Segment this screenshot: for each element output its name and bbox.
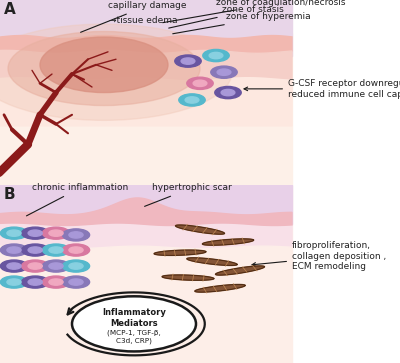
Circle shape — [42, 244, 70, 256]
Circle shape — [0, 244, 28, 256]
Polygon shape — [162, 275, 214, 280]
Circle shape — [69, 247, 83, 253]
Polygon shape — [202, 239, 254, 245]
Circle shape — [49, 247, 63, 253]
Bar — [0, 185, 292, 363]
Circle shape — [69, 263, 83, 269]
Polygon shape — [0, 36, 292, 53]
Circle shape — [42, 227, 70, 239]
Circle shape — [221, 89, 235, 96]
Polygon shape — [195, 285, 245, 292]
Ellipse shape — [40, 37, 168, 93]
Circle shape — [28, 230, 42, 236]
Text: (MCP-1, TGF-β,
C3d, CRP): (MCP-1, TGF-β, C3d, CRP) — [107, 329, 161, 343]
Circle shape — [7, 263, 21, 269]
Circle shape — [28, 279, 42, 285]
Polygon shape — [176, 225, 224, 234]
Circle shape — [7, 230, 21, 236]
Circle shape — [49, 230, 63, 236]
Text: fibroproliferation,
collagen deposition ,
ECM remodeling: fibroproliferation, collagen deposition … — [252, 241, 386, 271]
Ellipse shape — [8, 32, 200, 106]
Circle shape — [209, 52, 223, 59]
Circle shape — [203, 49, 229, 62]
Polygon shape — [0, 246, 292, 310]
Circle shape — [181, 58, 195, 64]
Circle shape — [211, 66, 237, 78]
Text: B: B — [4, 187, 16, 202]
Circle shape — [187, 77, 213, 89]
Text: zone of hyperemia: zone of hyperemia — [173, 12, 311, 34]
Circle shape — [215, 86, 241, 99]
Circle shape — [22, 244, 49, 256]
Circle shape — [62, 244, 90, 256]
Circle shape — [62, 260, 90, 272]
Circle shape — [175, 55, 201, 67]
Circle shape — [69, 232, 83, 238]
Circle shape — [62, 229, 90, 241]
Polygon shape — [154, 250, 206, 256]
Polygon shape — [0, 76, 292, 126]
Text: hypertrophic scar: hypertrophic scar — [144, 183, 232, 206]
Circle shape — [7, 247, 21, 253]
Polygon shape — [0, 50, 292, 79]
Circle shape — [0, 260, 28, 272]
Polygon shape — [216, 266, 264, 275]
Polygon shape — [0, 198, 292, 225]
Circle shape — [0, 276, 28, 288]
Text: →tissue edema: →tissue edema — [109, 16, 177, 25]
Circle shape — [49, 279, 63, 285]
Circle shape — [179, 94, 205, 106]
Circle shape — [28, 263, 42, 269]
Bar — [0, 0, 292, 56]
Text: Inflammatory
Mediators: Inflammatory Mediators — [102, 307, 166, 328]
Text: G-CSF receptor downregulation;
reduced immune cell capacity: G-CSF receptor downregulation; reduced i… — [244, 79, 400, 99]
Bar — [0, 33, 292, 185]
Circle shape — [62, 276, 90, 288]
Circle shape — [22, 260, 49, 272]
Text: capillary damage: capillary damage — [80, 1, 186, 32]
Circle shape — [42, 260, 70, 272]
Text: zone of coagulation/necrosis: zone of coagulation/necrosis — [163, 0, 346, 23]
Circle shape — [49, 263, 63, 269]
Bar — [0, 185, 292, 224]
Circle shape — [28, 247, 42, 253]
Polygon shape — [187, 258, 237, 265]
Ellipse shape — [0, 24, 232, 120]
Text: A: A — [4, 2, 16, 17]
Circle shape — [22, 227, 49, 239]
Circle shape — [42, 276, 70, 288]
Text: chronic inflammation: chronic inflammation — [26, 183, 128, 216]
Polygon shape — [0, 223, 292, 249]
Circle shape — [22, 276, 49, 288]
Text: zone of stasis: zone of stasis — [169, 5, 284, 28]
Circle shape — [185, 97, 199, 103]
Circle shape — [193, 80, 207, 86]
Circle shape — [72, 296, 196, 351]
Circle shape — [217, 69, 231, 76]
Circle shape — [69, 279, 83, 285]
Circle shape — [0, 227, 28, 239]
Circle shape — [7, 279, 21, 285]
